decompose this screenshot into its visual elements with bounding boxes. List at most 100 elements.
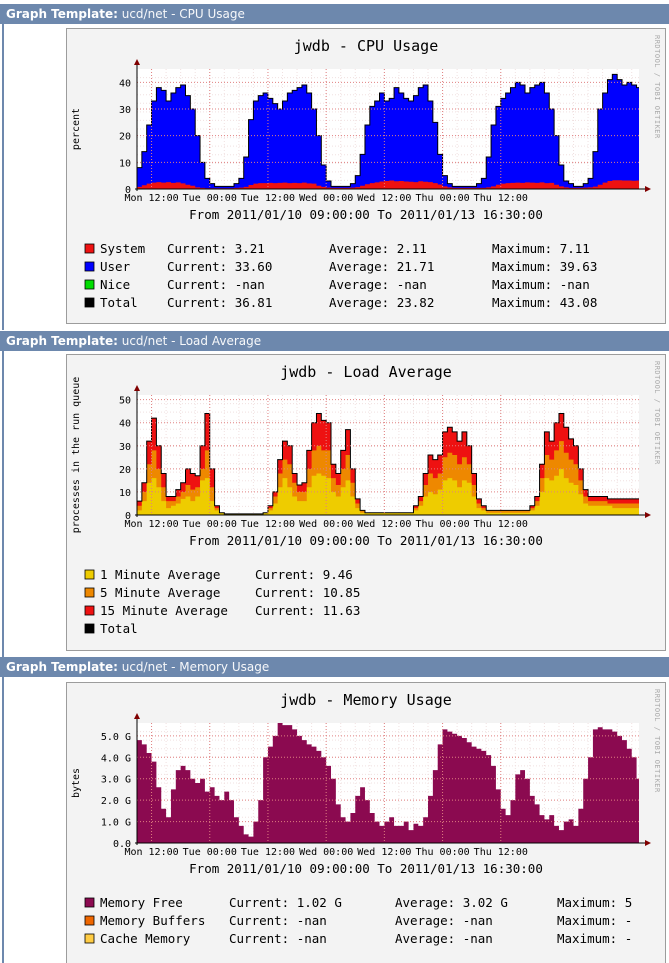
y-tick-label: 40 [119,419,131,430]
legend-maximum: Maximum: - [557,931,632,946]
y-tick-label: 0 [125,185,131,196]
legend-average: Average: -nan [395,931,493,946]
y-tick-label: 20 [119,465,131,476]
y-axis-arrow [134,713,140,719]
chart-title: jwdb - CPU Usage [294,37,439,55]
legend-name: Memory Free [100,895,183,910]
legend-average: Average: -nan [395,913,493,928]
rrdtool-watermark: RRDTOOL / TOBI OETIKER [653,35,661,139]
x-tick-label: Wed 00:00 [299,193,353,204]
x-tick-label: Mon 12:00 [124,847,178,858]
legend-average: Average: 23.82 [329,295,434,310]
memory-usage-chart: jwdb - Memory Usage bytes RRDTOOL / TOBI O… [71,689,661,946]
graph-template-name: ucd/net - Memory Usage [121,660,270,674]
x-tick-label: Thu 12:00 [474,847,528,858]
date-range: From 2011/01/10 09:00:00 To 2011/01/13 1… [189,207,543,222]
legend-maximum: Maximum: 5 [557,895,632,910]
legend-current: Current: 9.46 [255,567,353,582]
y-tick-label: 40 [119,78,131,89]
legend-name: 15 Minute Average [100,603,228,618]
x-axis-arrow [645,186,651,192]
y-tick-label: 2.0 G [101,796,131,807]
legend-current: Current: 3.21 [167,241,265,256]
y-tick-label: 5.0 G [101,732,131,743]
y-tick-label: 0 [125,511,131,522]
x-tick-label: Wed 00:00 [299,519,353,530]
y-axis-label: bytes [71,768,82,798]
legend-current: Current: 1.02 G [229,895,342,910]
legend-current: Current: -nan [229,913,327,928]
x-tick-label: Tue 12:00 [241,519,295,530]
legend-swatch [84,279,95,290]
legend-name: 5 Minute Average [100,585,220,600]
y-tick-label: 1.0 G [101,818,131,829]
x-axis-arrow [645,512,651,518]
rrdtool-watermark: RRDTOOL / TOBI OETIKER [653,689,661,793]
legend-swatch [84,915,95,926]
x-tick-label: Wed 12:00 [357,847,411,858]
x-tick-label: Tue 00:00 [183,847,237,858]
graph-template-name: ucd/net - Load Average [121,334,262,348]
area-user [137,74,639,189]
x-tick-label: Thu 00:00 [415,519,469,530]
y-tick-label: 50 [119,396,131,407]
legend-swatch [84,933,95,944]
x-tick-label: Thu 12:00 [474,519,528,530]
legend-maximum: Maximum: 43.08 [492,295,597,310]
graph-image-cpu[interactable]: jwdb - CPU Usage percent RRDTOOL / TOBI OE… [66,28,666,324]
legend-average: Average: -nan [329,277,427,292]
y-tick-label: 10 [119,488,131,499]
x-tick-label: Mon 12:00 [124,193,178,204]
x-tick-label: Wed 12:00 [357,193,411,204]
legend-swatch [84,243,95,254]
legend-name: 1 Minute Average [100,567,220,582]
legend-swatch [84,587,95,598]
rrdtool-watermark: RRDTOOL / TOBI OETIKER [653,361,661,465]
area-1-minute [137,468,639,515]
area-memory-free [137,723,639,843]
legend-swatch [84,605,95,616]
x-tick-label: Tue 12:00 [241,193,295,204]
legend-name: Total [100,621,138,636]
graph-template-name: ucd/net - CPU Usage [121,7,245,21]
legend-name: Memory Buffers [100,913,205,928]
legend-name: System [100,241,145,256]
graph-template-prefix: Graph Template: [6,7,118,21]
graph-template-header-load: Graph Template: ucd/net - Load Average [0,331,669,351]
y-tick-label: 0.0 [113,839,131,850]
legend-current: Current: 33.60 [167,259,272,274]
x-tick-label: Wed 12:00 [357,519,411,530]
graph-template-prefix: Graph Template: [6,660,118,674]
legend-current: Current: -nan [229,931,327,946]
section-border [2,351,4,657]
y-axis-label: percent [71,108,82,150]
section-border [2,677,4,963]
graph-template-header-cpu: Graph Template: ucd/net - CPU Usage [0,4,669,24]
graph-template-header-memory: Graph Template: ucd/net - Memory Usage [0,657,669,677]
area-system [137,180,639,189]
legend-name: Nice [100,277,130,292]
legend-maximum: Maximum: -nan [492,277,590,292]
y-tick-label: 30 [119,442,131,453]
load-average-chart: jwdb - Load Average processes in the run … [71,361,661,636]
y-tick-label: 3.0 G [101,775,131,786]
x-tick-label: Tue 12:00 [241,847,295,858]
legend-current: Current: -nan [167,277,265,292]
legend-current: Current: 11.63 [255,603,360,618]
y-axis-arrow [134,385,140,391]
line-total [137,412,639,515]
graph-image-memory[interactable]: jwdb - Memory Usage bytes RRDTOOL / TOBI O… [66,682,666,963]
date-range: From 2011/01/10 09:00:00 To 2011/01/13 1… [189,861,543,876]
legend-swatch [84,623,95,634]
legend-current: Current: 10.85 [255,585,360,600]
y-axis-arrow [134,59,140,65]
legend-swatch [84,297,95,308]
section-border [2,24,4,330]
y-tick-label: 10 [119,158,131,169]
legend-swatch [84,261,95,272]
legend-maximum: Maximum: - [557,913,632,928]
graph-template-prefix: Graph Template: [6,334,118,348]
x-tick-label: Thu 00:00 [415,193,469,204]
graph-image-load[interactable]: jwdb - Load Average processes in the run … [66,354,666,651]
x-tick-label: Thu 12:00 [474,193,528,204]
